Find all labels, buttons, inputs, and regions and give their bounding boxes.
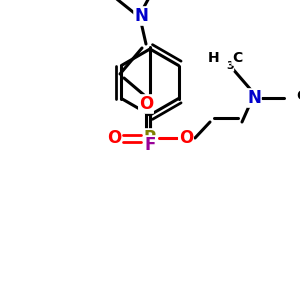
Text: O: O <box>179 129 193 147</box>
Text: H: H <box>207 51 219 65</box>
Text: C: C <box>232 51 242 65</box>
Text: P: P <box>144 129 156 147</box>
Text: N: N <box>134 7 148 25</box>
Text: CH: CH <box>296 89 300 103</box>
Text: 3: 3 <box>226 61 234 71</box>
Text: N: N <box>247 89 261 107</box>
Text: F: F <box>144 136 156 154</box>
Text: O: O <box>139 95 153 113</box>
Text: O: O <box>107 129 121 147</box>
